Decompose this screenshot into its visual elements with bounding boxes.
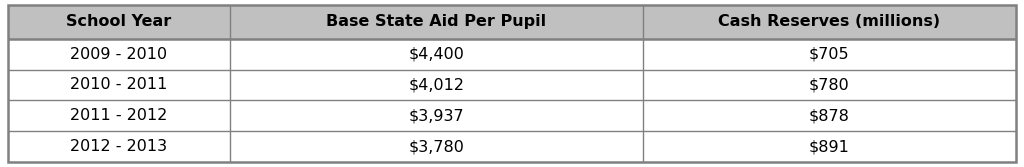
Bar [229,39,643,70]
Text: Base State Aid Per Pupil: Base State Aid Per Pupil [327,14,547,29]
Text: $705: $705 [809,47,850,62]
Bar [8,5,229,39]
Bar [229,100,643,131]
Text: $780: $780 [809,77,850,93]
Text: School Year: School Year [67,14,172,29]
Bar [8,100,229,131]
Text: Cash Reserves (millions): Cash Reserves (millions) [719,14,940,29]
Bar [229,70,643,100]
Bar [8,39,229,70]
Text: $891: $891 [809,139,850,154]
Bar [8,70,229,100]
Bar [8,131,229,162]
Text: $4,012: $4,012 [409,77,465,93]
Bar [643,131,1016,162]
Bar [643,39,1016,70]
Text: 2012 - 2013: 2012 - 2013 [71,139,168,154]
Bar [229,131,643,162]
Text: $878: $878 [809,108,850,123]
Text: 2010 - 2011: 2010 - 2011 [71,77,168,93]
Bar [229,5,643,39]
Text: $3,780: $3,780 [409,139,464,154]
Text: 2009 - 2010: 2009 - 2010 [71,47,168,62]
Bar [643,100,1016,131]
Text: 2011 - 2012: 2011 - 2012 [71,108,168,123]
Text: $4,400: $4,400 [409,47,464,62]
Text: $3,937: $3,937 [409,108,464,123]
Bar [643,70,1016,100]
Bar [643,5,1016,39]
